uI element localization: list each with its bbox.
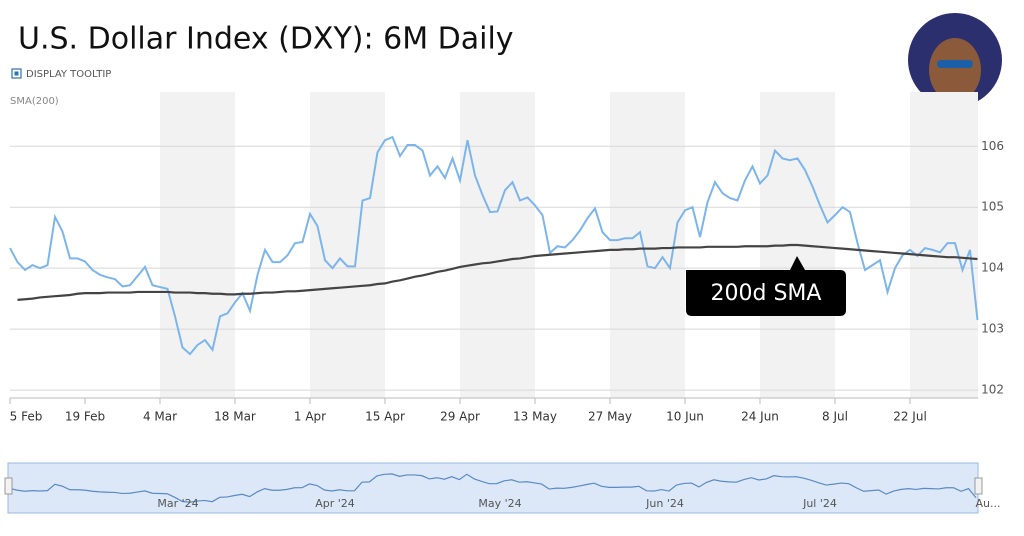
x-tick-label: 4 Mar (143, 410, 177, 424)
x-tick-label: 8 Jul (822, 410, 848, 424)
x-tick-label: 22 Jul (893, 410, 927, 424)
avatar-glasses (937, 60, 973, 68)
navigator-label: Jul '24 (802, 497, 837, 510)
annotation-box (686, 256, 846, 316)
y-tick-label: 102 (981, 383, 1004, 397)
x-tick-label: 1 Apr (294, 410, 326, 424)
x-tick-label: 10 Jun (666, 410, 704, 424)
y-tick-label: 103 (981, 322, 1004, 336)
band (160, 92, 235, 398)
navigator-label: Apr '24 (315, 497, 355, 510)
x-tick-label: 18 Mar (214, 410, 256, 424)
navigator-label: Au... (976, 497, 1001, 510)
checkbox-mark (14, 71, 19, 76)
x-tick-label: 19 Feb (65, 410, 105, 424)
annotation: 200d SMA (711, 281, 822, 306)
navigator-handle[interactable] (4, 477, 13, 495)
series-line (9, 135, 979, 356)
y-tick-label: 106 (981, 139, 1004, 153)
navigator-handle[interactable] (974, 477, 983, 495)
checkbox[interactable] (11, 68, 22, 79)
legend-label: SMA(200) (10, 96, 59, 107)
tooltip-toggle[interactable]: DISPLAY TOOLTIP (26, 69, 111, 80)
x-tick-label: 29 Apr (440, 410, 480, 424)
navigator[interactable] (7, 462, 979, 514)
chart-title: U.S. Dollar Index (DXY): 6M Daily (18, 22, 514, 57)
series-line (17, 243, 978, 301)
x-tick-label: 24 Jun (741, 410, 779, 424)
y-tick-label: 105 (981, 200, 1004, 214)
x-tick-label: 5 Feb (10, 410, 43, 424)
navigator-label: May '24 (478, 497, 521, 510)
y-tick-label: 104 (981, 261, 1004, 275)
band (460, 92, 535, 398)
x-tick-label: 27 May (588, 410, 632, 424)
avatar-face (929, 38, 981, 102)
navigator-line (9, 473, 977, 503)
x-tick-label: 15 Apr (365, 410, 405, 424)
navigator-label: Mar '24 (157, 497, 198, 510)
band (910, 92, 978, 398)
band (610, 92, 685, 398)
x-tick-label: 13 May (513, 410, 557, 424)
navigator-label: Jun '24 (645, 497, 684, 510)
